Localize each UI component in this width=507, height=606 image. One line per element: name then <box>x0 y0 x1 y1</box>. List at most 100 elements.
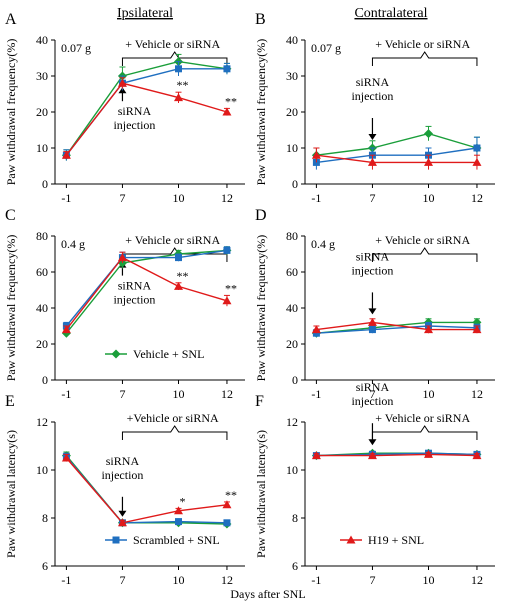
data-point <box>311 325 321 334</box>
series-line <box>65 249 228 334</box>
y-tick-label: 30 <box>286 69 298 83</box>
y-tick-label: 12 <box>286 415 298 429</box>
x-tick-label: 10 <box>423 191 435 205</box>
y-tick-label: 10 <box>286 463 298 477</box>
x-tick-label: 10 <box>173 191 185 205</box>
injection-label-line2: injection <box>351 263 393 277</box>
significance-mark: ** <box>177 269 189 283</box>
panel-letter: D <box>255 207 267 224</box>
data-point <box>223 65 231 73</box>
series-h19 <box>61 453 232 527</box>
y-tick-label: 0 <box>292 373 298 387</box>
significance-mark: ** <box>225 488 237 502</box>
force-annotation: 0.4 g <box>61 237 85 251</box>
series-line <box>316 325 477 334</box>
x-tick-label: -1 <box>311 387 321 401</box>
column-title-contralateral: Contralateral <box>354 6 427 21</box>
significance-mark: ** <box>225 281 237 295</box>
bracket-label: + Vehicle or siRNA <box>125 233 220 247</box>
force-annotation: 0.07 g <box>61 41 91 55</box>
x-tick-label: -1 <box>61 573 71 587</box>
data-point <box>61 150 71 159</box>
y-tick-label: 40 <box>286 301 298 315</box>
y-tick-label: 10 <box>286 141 298 155</box>
data-point <box>472 325 482 334</box>
y-axis-label: Paw withdrawal latency(s) <box>4 430 18 558</box>
data-point <box>175 518 182 526</box>
injection-label-line2: injection <box>113 118 155 132</box>
series-h19 <box>311 317 482 334</box>
x-tick-label: 10 <box>423 573 435 587</box>
chart-panel-e: E 6 8 10 12 -1 7 10 12 Paw withdrawal latency(s) +… <box>4 393 245 587</box>
y-axis-label: Paw withdrawal frequency(%) <box>4 39 18 186</box>
x-tick-label: 12 <box>221 573 233 587</box>
data-point <box>368 326 376 334</box>
series-vehicle <box>311 125 482 163</box>
data-point <box>174 506 183 515</box>
panel-letter: C <box>5 207 16 224</box>
y-tick-label: 40 <box>286 33 298 47</box>
x-tick-label: 12 <box>471 387 483 401</box>
series-h19 <box>61 77 232 159</box>
panel-letter: E <box>5 393 15 410</box>
y-tick-label: 10 <box>36 463 48 477</box>
data-point <box>223 519 231 527</box>
force-annotation: 0.4 g <box>311 237 335 251</box>
y-tick-label: 60 <box>286 265 298 279</box>
treatment-bracket <box>371 51 478 66</box>
bracket-label: + Vehicle or siRNA <box>125 37 220 51</box>
treatment-bracket <box>121 51 228 66</box>
y-tick-label: 20 <box>36 337 48 351</box>
x-tick-label: -1 <box>311 573 321 587</box>
x-tick-label: -1 <box>61 191 71 205</box>
data-point <box>117 253 127 262</box>
injection-label-line2: injection <box>351 89 393 103</box>
y-tick-label: 80 <box>286 229 298 243</box>
chart-panel-c: C 0 20 40 60 80 -1 7 10 12 Paw withdrawal frequenc… <box>4 207 245 401</box>
data-point <box>175 254 182 262</box>
series-h19 <box>61 251 232 334</box>
legend-label: Vehicle + SNL <box>133 347 204 361</box>
y-axis-label: Paw withdrawal frequency(%) <box>254 235 268 382</box>
y-axis-label: Paw withdrawal frequency(%) <box>254 39 268 186</box>
y-tick-label: 60 <box>36 265 48 279</box>
data-point <box>174 281 183 290</box>
significance-mark: ** <box>177 78 189 92</box>
legend-marker <box>112 536 120 544</box>
data-point <box>222 296 232 305</box>
treatment-bracket <box>121 425 228 440</box>
chart-panel-a: A 0 10 20 30 40 -1 7 10 12 Paw withdrawal frequenc… <box>4 11 245 205</box>
data-point <box>424 325 433 334</box>
data-point <box>117 518 127 527</box>
data-point <box>222 107 232 116</box>
data-point <box>472 157 482 166</box>
data-point <box>424 449 433 458</box>
injection-arrow-head <box>368 134 377 140</box>
y-tick-label: 0 <box>42 373 48 387</box>
injection-arrow-head <box>118 510 127 517</box>
series-line <box>65 455 227 525</box>
data-point <box>61 325 71 334</box>
chart-panel-f: F 6 8 10 12 -1 7 10 12 Paw withdrawal latency(s) +… <box>254 380 495 587</box>
series-line <box>316 147 478 164</box>
panel-letter: F <box>255 393 264 410</box>
x-tick-label: -1 <box>311 191 321 205</box>
significance-mark: ** <box>225 94 237 108</box>
injection-label-line2: injection <box>351 394 393 408</box>
data-point <box>367 317 377 326</box>
panel-letter: A <box>5 11 17 28</box>
legend-marker <box>111 349 121 359</box>
series-line <box>65 457 228 524</box>
legend-vehicle: Vehicle + SNL <box>105 347 204 361</box>
y-tick-label: 6 <box>292 559 298 573</box>
y-tick-label: 0 <box>292 177 298 191</box>
series-scrambled <box>62 452 231 527</box>
legend-label: Scrambled + SNL <box>133 533 220 547</box>
chart-panel-d: D 0 20 40 60 80 -1 7 10 12 Paw withdrawal frequenc… <box>254 207 495 401</box>
x-tick-label: 12 <box>221 387 233 401</box>
data-point <box>311 150 321 159</box>
series-line <box>65 256 228 331</box>
data-point <box>311 451 321 460</box>
shared-x-axis-label: Days after SNL <box>230 587 305 601</box>
series-line <box>316 453 477 457</box>
